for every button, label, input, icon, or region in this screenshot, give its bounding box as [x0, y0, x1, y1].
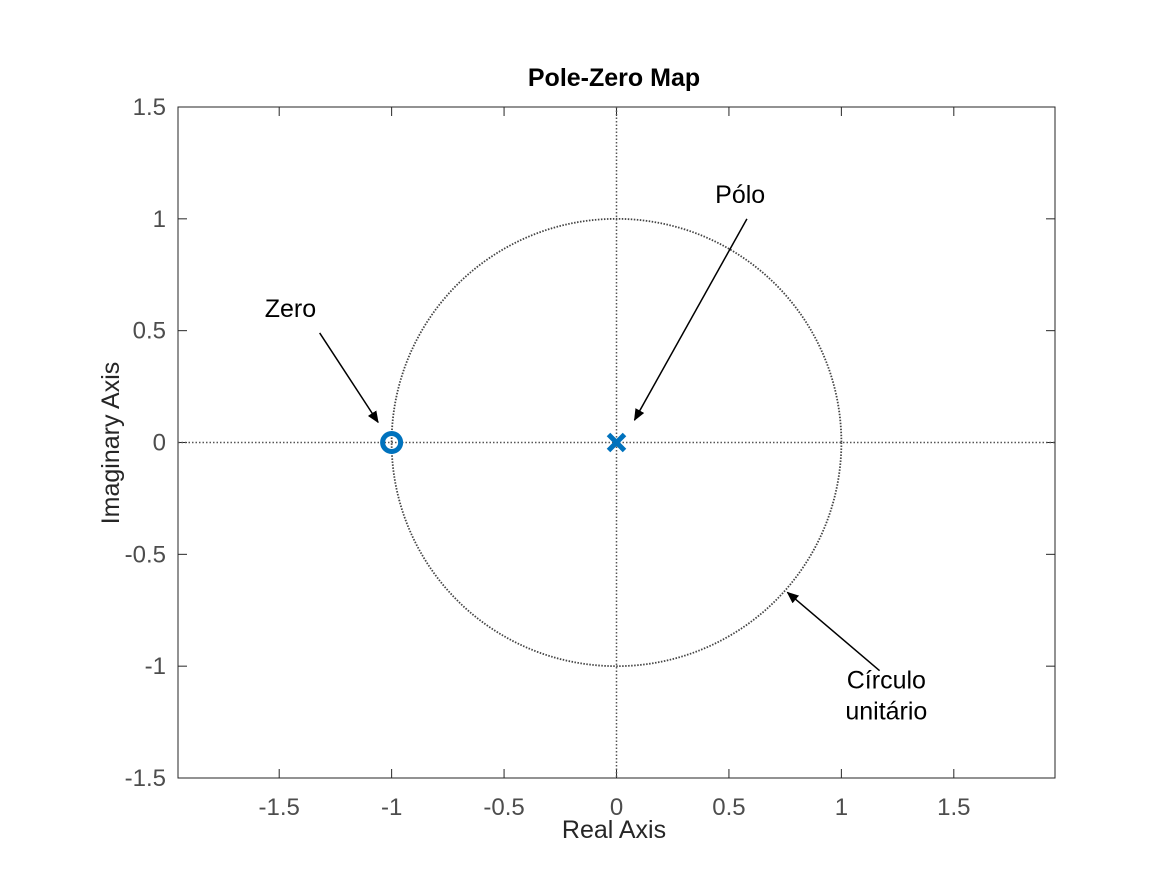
pole-marker-stroke [606, 432, 627, 453]
x-axis-label: Real Axis [562, 816, 666, 844]
x-tick-label: 1 [835, 794, 848, 821]
annotation-label: Pólo [715, 181, 765, 209]
annotation-arrow [786, 591, 881, 672]
x-tick-label: -1.5 [259, 794, 300, 821]
y-tick-label: -1 [145, 653, 166, 680]
y-tick-label: 1 [153, 206, 166, 233]
x-tick-label: 0.5 [712, 794, 745, 821]
y-tick-label: 0.5 [133, 318, 166, 345]
unit-circle [390, 217, 843, 668]
y-tick-label: 1.5 [133, 94, 166, 121]
x-tick-label: 0 [610, 794, 623, 821]
y-axis-label: Imaginary Axis [97, 362, 125, 525]
annotation-label: Círculo [847, 667, 926, 695]
annotation-arrow [633, 218, 748, 422]
y-tick-label: -0.5 [125, 541, 166, 568]
y-tick-label: -1.5 [125, 765, 166, 792]
y-tick-label: 0 [153, 430, 166, 457]
x-tick-label: -0.5 [483, 794, 524, 821]
x-tick-label: -1 [381, 794, 402, 821]
zero-marker [380, 431, 404, 454]
x-tick-label: 1.5 [937, 794, 970, 821]
annotation-label: unitário [845, 698, 927, 726]
annotation-label: Zero [265, 295, 316, 323]
pole-marker [606, 432, 627, 453]
chart-title: Pole-Zero Map [528, 64, 700, 92]
annotation-arrow [319, 332, 379, 424]
